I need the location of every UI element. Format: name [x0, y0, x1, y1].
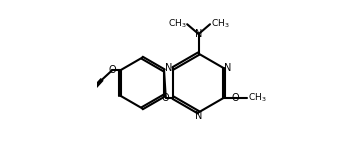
- Text: N: N: [195, 111, 202, 122]
- Text: O: O: [232, 93, 239, 103]
- Text: CH$_3$: CH$_3$: [211, 18, 229, 31]
- Text: N: N: [165, 63, 173, 73]
- Text: N: N: [224, 63, 232, 73]
- Text: O: O: [108, 65, 116, 75]
- Text: CH$_3$: CH$_3$: [168, 18, 187, 31]
- Text: CH$_3$: CH$_3$: [248, 91, 266, 104]
- Text: N: N: [195, 29, 202, 39]
- Text: O: O: [162, 93, 170, 103]
